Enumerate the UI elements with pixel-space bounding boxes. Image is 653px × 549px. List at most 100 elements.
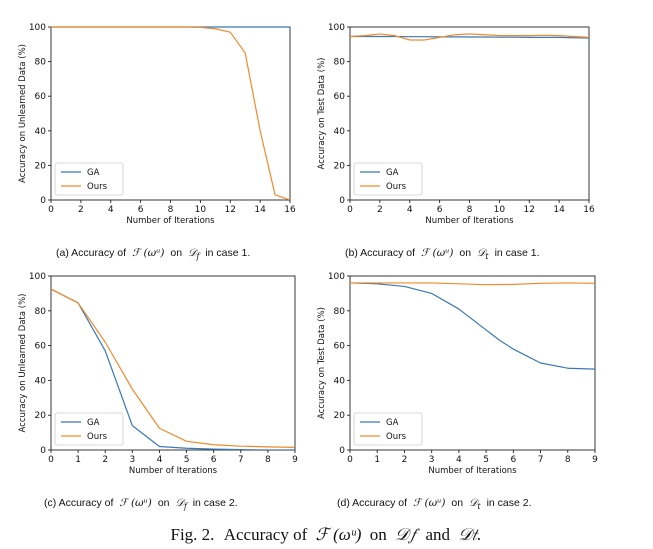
x-tick-label: 8 xyxy=(168,205,174,215)
legend-label-ours: Ours xyxy=(87,432,108,442)
x-tick-label: 4 xyxy=(456,455,462,465)
legend-label-ga: GA xyxy=(87,418,100,428)
series-line-ours xyxy=(51,288,295,448)
x-tick-label: 6 xyxy=(437,205,443,215)
legend-box xyxy=(54,412,124,446)
x-tick-label: 3 xyxy=(129,455,135,465)
y-tick-label: 40 xyxy=(334,376,346,386)
x-axis-label: Number of Iterations xyxy=(428,466,517,476)
x-tick-label: 5 xyxy=(483,455,489,465)
legend-box xyxy=(353,162,423,196)
series-line-ours xyxy=(350,33,589,41)
x-tick-label: 12 xyxy=(524,205,535,215)
x-tick-label: 14 xyxy=(254,205,266,215)
series-line-ga xyxy=(51,288,295,450)
series-line-ga xyxy=(350,35,589,39)
legend-label-ga: GA xyxy=(386,418,399,428)
y-axis-label: Accuracy on Unlearned Data (%) xyxy=(18,294,28,433)
x-tick-label: 2 xyxy=(402,455,408,465)
y-axis-label: Accuracy on Test Data (%) xyxy=(317,58,327,170)
subcaption-d: (d) Accuracy of ℱ (ωᵘ) on 𝒟t in case 2. xyxy=(337,497,532,512)
y-tick-label: 0 xyxy=(40,196,46,206)
x-tick-label: 9 xyxy=(292,455,298,465)
y-tick-label: 0 xyxy=(339,446,345,456)
x-axis-label: Number of Iterations xyxy=(129,466,218,476)
x-tick-label: 12 xyxy=(225,205,236,215)
x-tick-label: 9 xyxy=(592,455,598,465)
plot-frame xyxy=(50,275,296,451)
legend-box xyxy=(353,412,423,446)
legend-label-ours: Ours xyxy=(87,182,108,192)
x-tick-label: 7 xyxy=(238,455,244,465)
subcaption-a: (a) Accuracy of ℱ (ωᵘ) on 𝒟f in case 1. xyxy=(56,247,250,262)
x-tick-label: 6 xyxy=(211,455,217,465)
y-tick-label: 0 xyxy=(339,196,345,206)
y-tick-label: 20 xyxy=(35,161,47,171)
legend-label-ga: GA xyxy=(87,168,100,178)
y-tick-label: 0 xyxy=(40,446,46,456)
x-tick-label: 5 xyxy=(184,455,190,465)
y-tick-label: 40 xyxy=(334,127,346,137)
y-tick-label: 80 xyxy=(334,58,346,68)
x-axis-label: Number of Iterations xyxy=(126,216,215,226)
legend-box xyxy=(54,162,124,196)
figure-caption: Fig. 2. Accuracy of ℱ (ωᵘ) on 𝒟𝑓 and 𝒟𝑡. xyxy=(170,525,481,544)
legend-label-ours: Ours xyxy=(386,182,407,192)
x-tick-label: 16 xyxy=(583,205,595,215)
x-tick-label: 1 xyxy=(374,455,380,465)
y-tick-label: 100 xyxy=(29,272,46,282)
x-tick-label: 2 xyxy=(102,455,108,465)
x-tick-label: 8 xyxy=(265,455,271,465)
x-tick-label: 4 xyxy=(157,455,163,465)
x-tick-label: 0 xyxy=(48,455,54,465)
x-tick-label: 0 xyxy=(347,455,353,465)
x-tick-label: 8 xyxy=(467,205,473,215)
x-tick-label: 2 xyxy=(377,205,383,215)
x-tick-label: 7 xyxy=(538,455,544,465)
y-tick-label: 100 xyxy=(29,23,46,33)
subcaption-b: (b) Accuracy of ℱ (ωᵘ) on 𝒟t in case 1. xyxy=(345,247,540,262)
y-tick-label: 80 xyxy=(35,58,47,68)
x-tick-label: 8 xyxy=(565,455,571,465)
y-tick-label: 60 xyxy=(334,342,346,352)
y-tick-label: 80 xyxy=(35,307,47,317)
chart-c: 0 20 40 60 80 100 0 1 2 3 4 5 6 7 8 9 Number of Iteratio… xyxy=(18,272,298,476)
x-tick-label: 2 xyxy=(78,205,84,215)
x-tick-label: 10 xyxy=(494,205,506,215)
y-axis-label: Accuracy on Test Data (%) xyxy=(317,307,327,419)
plot-frame xyxy=(349,275,596,451)
y-tick-label: 40 xyxy=(35,127,47,137)
chart-b: 0 20 40 60 80 100 0 2 4 6 8 10 12 14 16 Number of Itera… xyxy=(317,23,595,226)
x-tick-label: 6 xyxy=(510,455,516,465)
subcaption-c: (c) Accuracy of ℱ (ωᵘ) on 𝒟f in case 2. xyxy=(44,497,238,512)
x-tick-label: 10 xyxy=(195,205,207,215)
x-tick-label: 4 xyxy=(108,205,114,215)
x-tick-label: 14 xyxy=(553,205,565,215)
y-tick-label: 80 xyxy=(334,307,346,317)
chart-d: 0 20 40 60 80 100 0 1 2 3 4 5 6 7 8 9 Number of Iteratio… xyxy=(317,272,598,476)
y-tick-label: 40 xyxy=(35,376,47,386)
y-tick-label: 60 xyxy=(35,342,47,352)
y-tick-label: 20 xyxy=(35,411,47,421)
legend-label-ga: GA xyxy=(386,168,399,178)
y-tick-label: 100 xyxy=(328,272,345,282)
y-axis-label: Accuracy on Unlearned Data (%) xyxy=(18,44,28,183)
y-tick-label: 60 xyxy=(334,92,346,102)
x-tick-label: 0 xyxy=(48,205,54,215)
series-line-ga xyxy=(350,282,595,370)
x-tick-label: 4 xyxy=(407,205,413,215)
y-tick-label: 100 xyxy=(328,23,345,33)
x-tick-label: 6 xyxy=(138,205,144,215)
series-line-ours xyxy=(350,282,595,286)
x-tick-label: 3 xyxy=(429,455,435,465)
y-tick-label: 20 xyxy=(334,411,346,421)
x-axis-label: Number of Iterations xyxy=(425,216,514,226)
chart-a: 0 20 40 60 80 100 0 2 4 6 8 10 12 14 16 Number of Itera… xyxy=(18,23,296,226)
y-tick-label: 60 xyxy=(35,92,47,102)
series-line-ours xyxy=(51,26,290,200)
legend-label-ours: Ours xyxy=(386,432,407,442)
x-tick-label: 16 xyxy=(284,205,296,215)
y-tick-label: 20 xyxy=(334,161,346,171)
x-tick-label: 1 xyxy=(75,455,81,465)
